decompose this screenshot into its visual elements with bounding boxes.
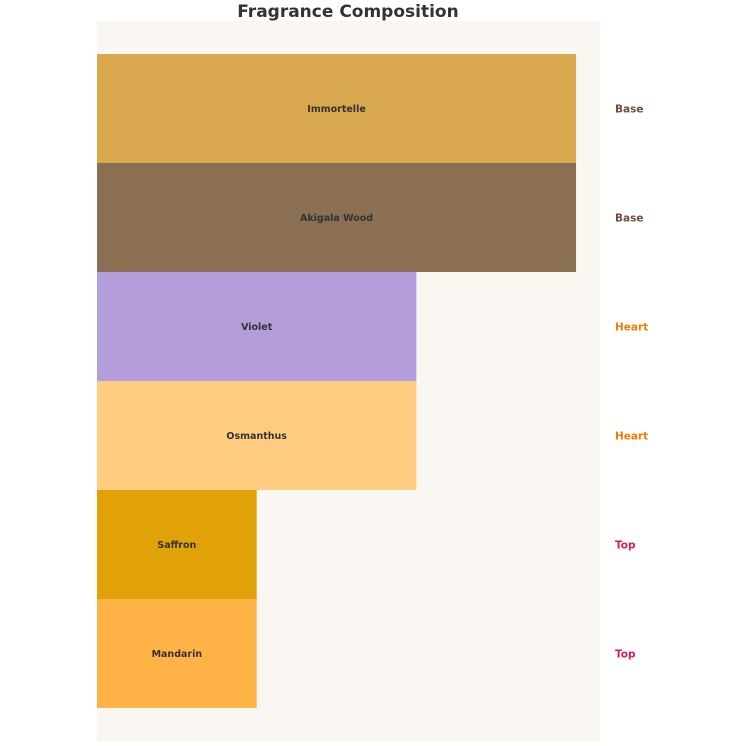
tier-label: Top bbox=[615, 649, 636, 661]
tier-label: Base bbox=[615, 104, 643, 116]
bar-label: Akigala Wood bbox=[300, 213, 373, 224]
bar-label: Mandarin bbox=[152, 649, 203, 660]
bar bbox=[97, 599, 257, 708]
bar bbox=[97, 54, 577, 163]
bar bbox=[97, 272, 417, 381]
bar-label: Osmanthus bbox=[226, 431, 287, 442]
tier-label: Heart bbox=[615, 431, 648, 443]
tier-label: Heart bbox=[615, 322, 648, 334]
tier-label: Base bbox=[615, 213, 643, 225]
bar-label: Saffron bbox=[157, 540, 196, 551]
bar bbox=[97, 490, 257, 599]
chart-title: Fragrance Composition bbox=[237, 2, 459, 22]
bar-label: Immortelle bbox=[307, 104, 365, 115]
bar bbox=[97, 163, 577, 272]
bar bbox=[97, 381, 417, 490]
tier-label: Top bbox=[615, 540, 636, 552]
bar-label: Violet bbox=[241, 322, 273, 333]
